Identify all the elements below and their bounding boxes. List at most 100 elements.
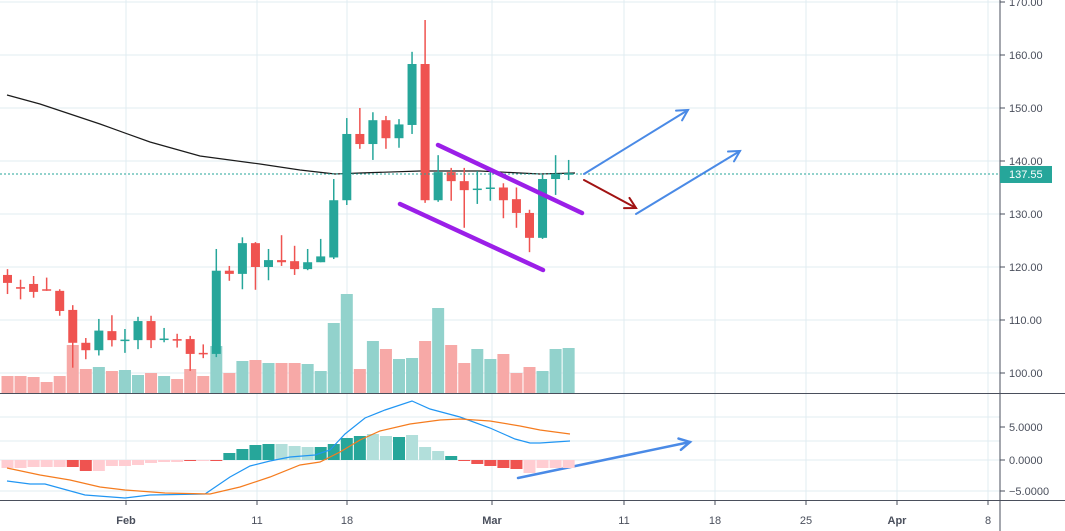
- candle-body: [211, 270, 221, 354]
- volume-bar: [523, 367, 536, 393]
- candle-body: [511, 199, 521, 213]
- drawing-annotations[interactable]: [397, 108, 742, 480]
- volume-bar: [249, 360, 262, 393]
- candle-body: [94, 330, 104, 351]
- price-axis-label: 150.00: [1009, 103, 1043, 115]
- candle-body: [237, 243, 247, 274]
- candle-body: [407, 64, 417, 125]
- macd-histogram-bar: [223, 453, 236, 460]
- macd-histogram-bar: [432, 451, 445, 460]
- macd-axis-label: −5.0000: [1009, 486, 1049, 498]
- macd-pane: [1, 400, 575, 499]
- macd-histogram-bar: [132, 460, 144, 465]
- macd-histogram-bar: [366, 434, 379, 460]
- macd-histogram-bar: [445, 456, 458, 460]
- candle-body: [355, 133, 365, 145]
- macd-histogram-bar: [14, 460, 27, 468]
- arrow-up-1-head: [675, 108, 690, 122]
- volume-bar: [275, 363, 288, 393]
- macd-histogram-bar: [27, 460, 40, 467]
- macd-histogram-bar: [105, 460, 118, 466]
- volume-bar: [118, 370, 131, 393]
- candle-body: [446, 172, 456, 182]
- volume-bar: [158, 376, 171, 393]
- macd-histogram-bar: [210, 460, 223, 461]
- macd-axis[interactable]: 5.0000 0.0000 −5.0000: [1000, 422, 1049, 498]
- volume-bar: [79, 369, 92, 393]
- macd-histogram-bar: [471, 460, 484, 464]
- volume-bar: [497, 354, 510, 393]
- candle-body: [81, 342, 91, 351]
- volume-bar: [314, 371, 327, 393]
- macd-histogram-bar: [510, 460, 523, 469]
- price-axis-label: 100.00: [1009, 368, 1043, 380]
- price-axis-label: 170.00: [1009, 0, 1043, 9]
- time-axis-label: 18: [709, 515, 721, 527]
- time-axis[interactable]: Feb 11 18 Mar 11 18 25 Apr 8: [116, 500, 991, 527]
- volume-bar: [432, 308, 445, 393]
- volume-bar: [197, 376, 210, 393]
- macd-line: [6, 400, 571, 499]
- price-axis-label: 110.00: [1009, 315, 1042, 327]
- volume-bar: [549, 349, 562, 393]
- volume-bar: [92, 367, 105, 393]
- candle-body: [433, 172, 443, 201]
- macd-histogram-bar: [184, 460, 197, 461]
- macd-histogram-bar: [118, 460, 131, 466]
- volume-bar: [145, 373, 158, 393]
- macd-histogram-bar: [66, 460, 79, 467]
- macd-histogram-bar: [262, 444, 275, 460]
- volume-bar: [223, 373, 236, 393]
- price-axis-label: 120.00: [1009, 262, 1043, 274]
- macd-histogram-bar: [79, 460, 92, 471]
- volume-bar: [340, 294, 353, 393]
- macd-histogram-bar: [458, 460, 471, 461]
- candle-body: [303, 262, 313, 270]
- arrow-macd-divergence-head: [677, 437, 693, 452]
- candle-body: [107, 331, 117, 341]
- macd-histogram-bar: [40, 460, 53, 467]
- volume-bars: [1, 294, 575, 393]
- volume-bar: [27, 377, 40, 393]
- arrow-up-2-head: [727, 149, 742, 163]
- candle-body: [342, 133, 352, 201]
- arrow-macd-divergence: [516, 440, 692, 480]
- macd-histogram-bar: [393, 437, 405, 460]
- time-axis-label: 11: [251, 515, 262, 527]
- macd-histogram-bar: [288, 446, 301, 460]
- price-tag-background: [1000, 165, 1052, 183]
- volume-bar: [236, 361, 249, 393]
- price-axis[interactable]: 170.00 160.00 150.00 140.00 130.00 120.00 110.…: [1000, 0, 1043, 380]
- macd-histogram-bar: [406, 435, 419, 460]
- volume-bar: [379, 349, 392, 393]
- ma-line: [6, 94, 576, 175]
- macd-axis-label: 5.0000: [1009, 422, 1043, 434]
- candle-body: [3, 274, 12, 283]
- macd-histogram-bar: [301, 447, 314, 460]
- candle-body: [277, 260, 287, 263]
- time-axis-label: 11: [618, 515, 629, 527]
- candle-body: [368, 120, 378, 145]
- candle-body: [459, 181, 469, 191]
- price-tag-value: 137.55: [1009, 169, 1043, 181]
- candle-body: [68, 309, 78, 343]
- current-price-tag: 137.55: [1000, 165, 1052, 183]
- candle-body: [525, 212, 534, 238]
- candle-body: [264, 260, 273, 267]
- channel-lower-trendline: [397, 201, 546, 273]
- price-axis-label: 140.00: [1009, 156, 1043, 168]
- macd-histogram-bar: [484, 460, 497, 466]
- signal-line: [6, 418, 571, 495]
- candle-body: [42, 289, 52, 291]
- volume-bar: [210, 346, 223, 393]
- volume-bar: [40, 382, 53, 393]
- macd-histogram-bar: [536, 460, 549, 468]
- candle-body: [172, 339, 182, 341]
- macd-histogram-bar: [145, 460, 158, 463]
- arrow-down-head: [623, 196, 638, 210]
- candle-body: [250, 243, 260, 267]
- macd-axis-label: 0.0000: [1009, 455, 1043, 467]
- channel-upper-trendline: [435, 142, 585, 216]
